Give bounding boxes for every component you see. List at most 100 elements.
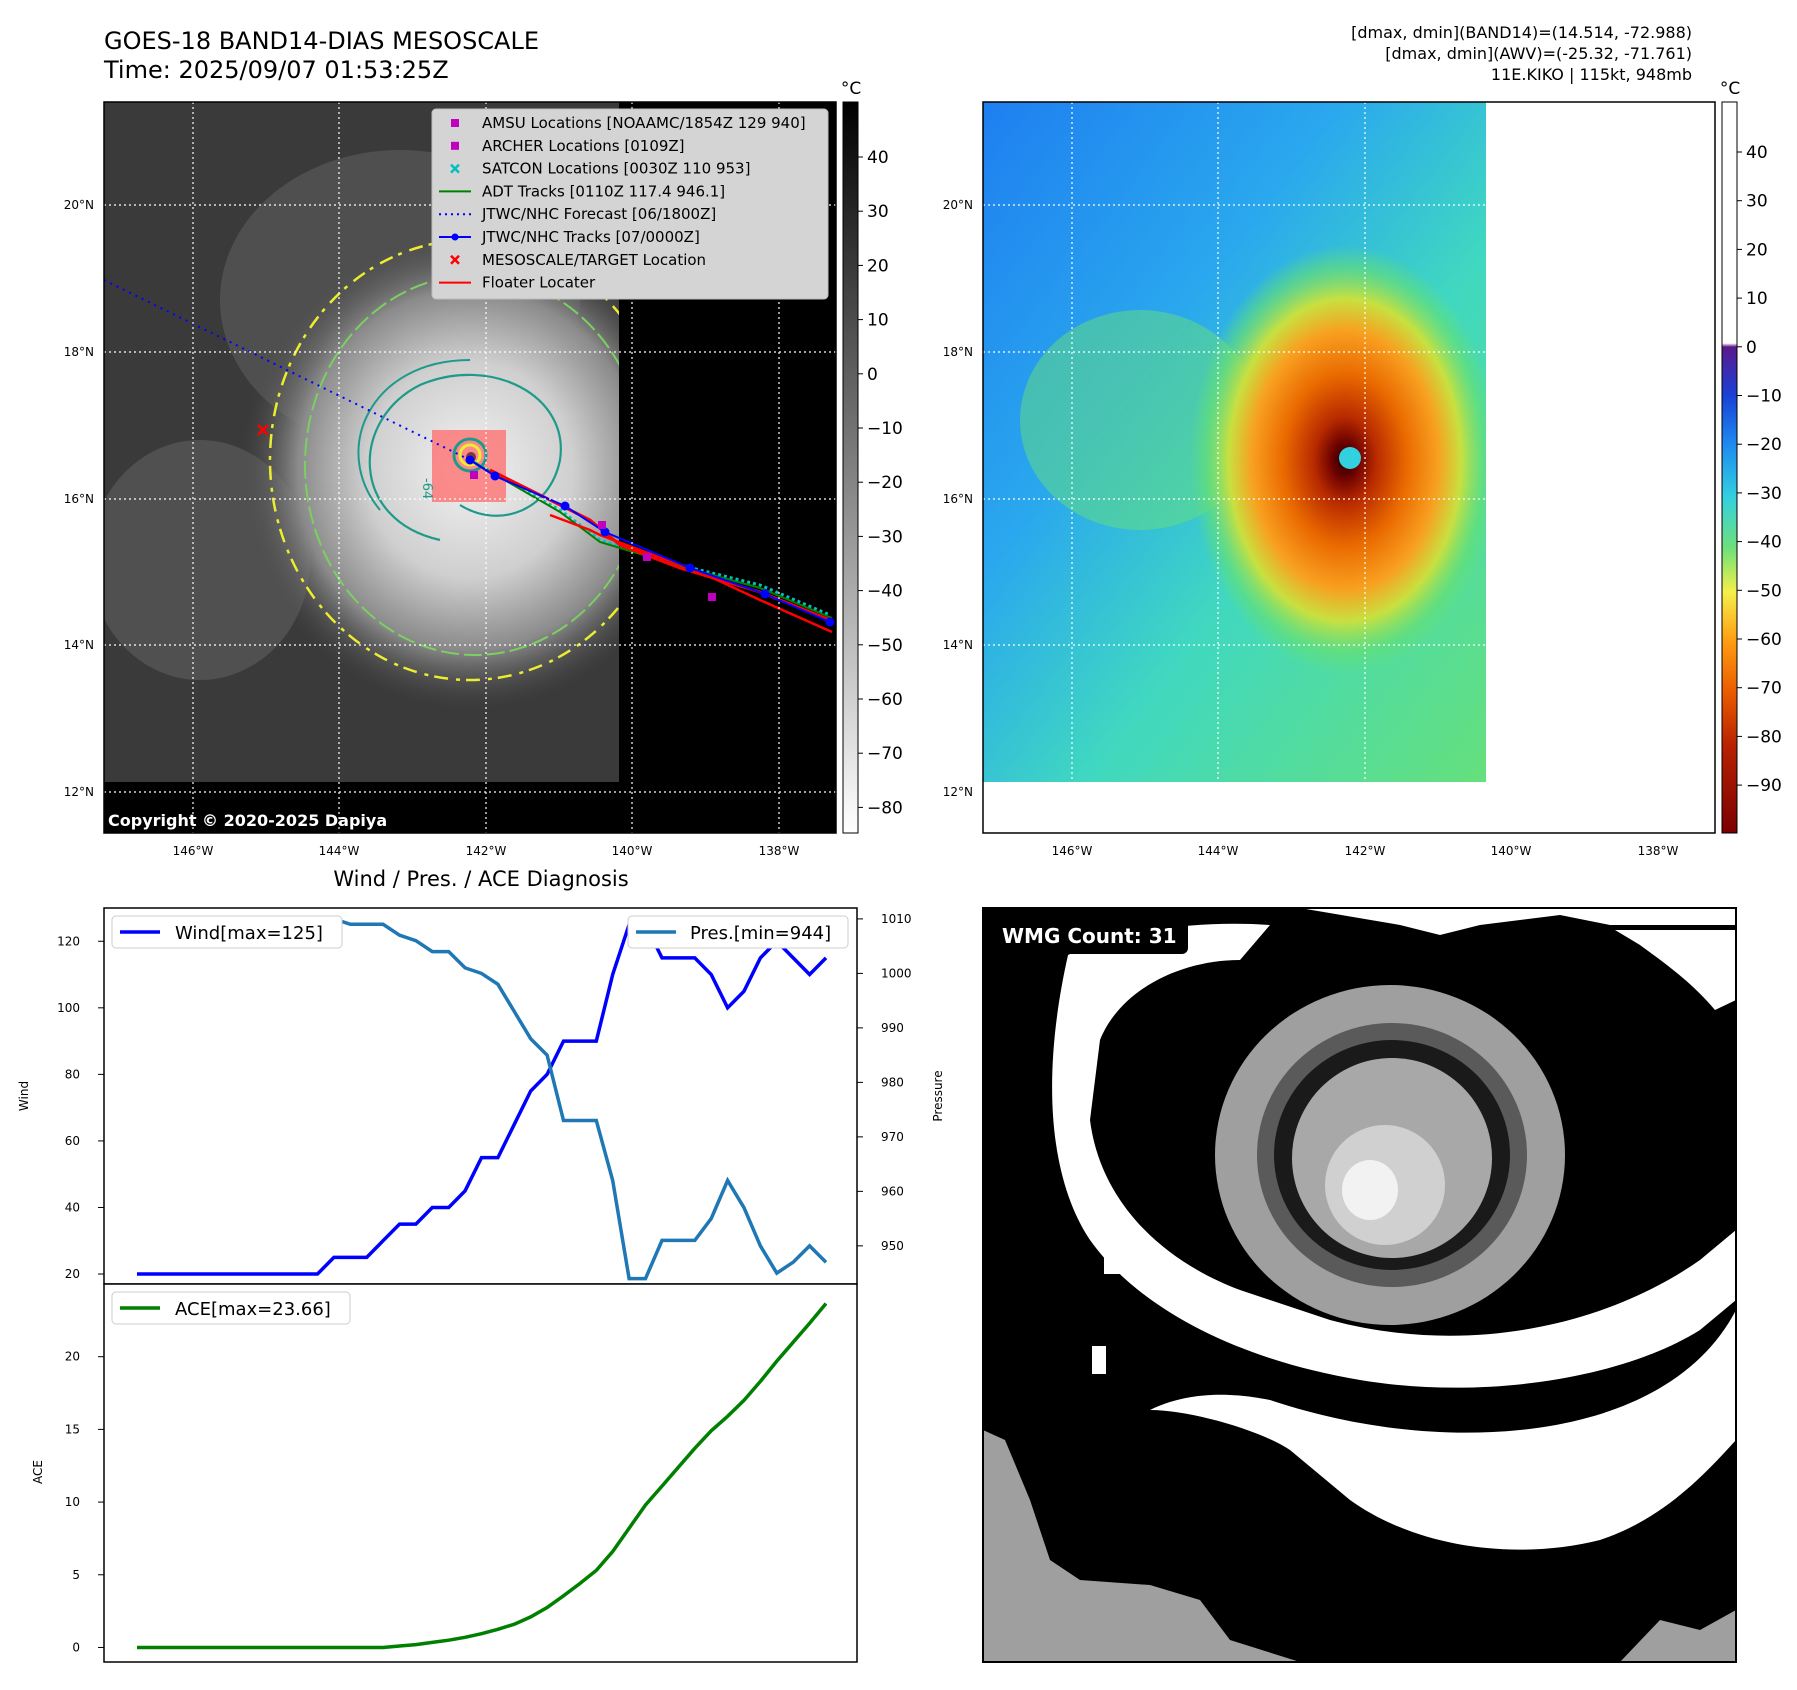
floater-track: [549, 513, 833, 634]
awv-map-panel: 20°N 18°N 16°N 14°N 12°N 146°W 144°W 142°W 140°W…: [943, 101, 1716, 858]
pressure-axis-tick-label: 970: [881, 1130, 904, 1144]
legend-marker-x-stroke: [450, 254, 460, 265]
ace-axis-label: ACE: [31, 1460, 45, 1484]
band14-colorbar: °C 40 30 20 10 0 −10 −20 −30 −40 −50 −60 −70 −80: [841, 79, 903, 834]
awv-lon-tick-label: 144°W: [1198, 844, 1239, 858]
legend-marker-dot: [451, 233, 459, 241]
ace-frame: [103, 1283, 858, 1663]
jtwc-track-points: [465, 455, 835, 627]
wind-legend-box: [111, 915, 343, 949]
awv-colorbar-bar: [1721, 101, 1738, 834]
awv-frame: [982, 101, 1716, 834]
awv-no-data-region: [1486, 102, 1715, 782]
contour-teal: [368, 373, 562, 542]
band14-colorbar-tick-label: 0: [867, 365, 878, 385]
chart-time: Time: 2025/09/07 01:53:25Z: [104, 56, 449, 84]
wmg-panel: WMG Count: 31: [982, 907, 1737, 1663]
band14-colorbar-unit: °C: [841, 79, 861, 99]
legend-marker-square: [451, 141, 459, 150]
ace-legend: ACE[max=23.66]: [111, 1291, 351, 1325]
wind-axis-tick-label: 100: [57, 1001, 80, 1015]
legend-marker-square: [451, 119, 459, 127]
pressure-axis-tick-label: 980: [881, 1075, 904, 1089]
b14-lat-tick-label: 14°N: [64, 638, 94, 652]
awv-colorbar-tick-label: −80: [1746, 727, 1782, 747]
awv-colorbar-tick-label: 0: [1746, 338, 1757, 358]
awv-colorbar-tick-label: 40: [1746, 143, 1768, 163]
awv-colorbar-tick-label: −50: [1746, 581, 1782, 601]
legend-item-label: JTWC/NHC Tracks [07/0000Z]: [481, 228, 700, 246]
b14-lat-tick-label: 20°N: [64, 198, 94, 212]
legend-item-label: MESOSCALE/TARGET Location: [482, 251, 706, 269]
awv-colorbar-tick-label: −90: [1746, 776, 1782, 796]
legend-item-label: ARCHER Locations [0109Z]: [482, 137, 685, 155]
band14-colorbar-tick-label: 30: [867, 202, 889, 222]
wind-axis-tick-label: 20: [65, 1267, 80, 1281]
awv-lon-tick-label: 140°W: [1491, 844, 1532, 858]
band14-colorbar-tick-label: 20: [867, 256, 889, 276]
band14-map-panel: -64: [64, 101, 837, 858]
awv-colorbar: °C 40 30 20 10 0 −10 −20 −30 −40 −50 −60 −70 −80 −90: [1720, 79, 1782, 834]
forecast-track: [104, 279, 471, 461]
band14-frame: [103, 101, 837, 834]
band14-colorbar-tick-label: −40: [867, 582, 903, 602]
awv-lon-tick-label: 146°W: [1052, 844, 1093, 858]
map-legend: AMSU Locations [NOAAMC/1854Z 129 940] ARC…: [431, 108, 829, 300]
band14-colorbar-tick-label: 10: [867, 311, 889, 331]
ace-axis-tick-label: 0: [72, 1640, 80, 1654]
b14-lon-tick-label: 138°W: [759, 844, 800, 858]
mesoscale-target-marker: [257, 424, 269, 436]
awv-lon-tick-label: 138°W: [1638, 844, 1679, 858]
awv-eye: [1339, 447, 1361, 469]
wmg-pixel: [1092, 1346, 1106, 1374]
pressure-legend-box: [627, 915, 849, 949]
awv-colorbar-tick-label: −70: [1746, 679, 1782, 699]
pressure-legend: Pres.[min=944]: [627, 915, 849, 949]
b14-lon-tick-label: 146°W: [173, 844, 214, 858]
awv-colorbar-tick-label: 30: [1746, 192, 1768, 212]
awv-lat-tick-label: 12°N: [943, 785, 973, 799]
b14-lon-tick-label: 144°W: [319, 844, 360, 858]
diagnosis-title: Wind / Pres. / ACE Diagnosis: [333, 867, 628, 891]
pressure-axis-tick-label: 990: [881, 1021, 904, 1035]
pressure-axis-tick-label: 1000: [881, 966, 912, 980]
ace-axis-tick-label: 5: [72, 1568, 80, 1582]
copyright-box: [104, 806, 416, 833]
ace-series-line: [137, 1302, 828, 1650]
pressure-axis-tick-label: 1010: [881, 912, 912, 926]
ace-axis-tick-label: 15: [65, 1422, 80, 1436]
wind-axis-tick-label: 80: [65, 1067, 80, 1081]
band14-colorbar-tick-label: −50: [867, 636, 903, 656]
ace-axis-tick-label: 20: [65, 1350, 80, 1364]
legend-item-label: Floater Locater: [482, 274, 596, 292]
wmg-label-box: [992, 918, 1188, 954]
legend-box: [431, 108, 829, 300]
b14-lat-tick-label: 16°N: [64, 492, 94, 506]
wind-pressure-chart: 20 40 60 80 100 120 950 960 970 980 990 1000 1010 Wi…: [17, 907, 945, 1285]
pressure-axis-tick-label: 960: [881, 1184, 904, 1198]
legend-marker-x-stroke: [450, 163, 460, 174]
awv-colorbar-tick-label: −20: [1746, 435, 1782, 455]
wind-legend: Wind[max=125]: [111, 915, 343, 949]
wmg-white-band-top: [1300, 908, 1736, 935]
ace-axis-tick-label: 10: [65, 1495, 80, 1509]
b14-lat-tick-label: 12°N: [64, 785, 94, 799]
ace-legend-box: [111, 1291, 351, 1325]
info-storm: 11E.KIKO | 115kt, 948mb: [1490, 65, 1692, 84]
amsu-archer-markers: [470, 471, 716, 601]
band14-colorbar-tick-label: −30: [867, 527, 903, 547]
awv-lon-tick-label: 142°W: [1345, 844, 1386, 858]
wmg-white-band: [1052, 923, 1736, 1388]
awv-colorbar-unit: °C: [1720, 79, 1740, 99]
legend-item-label: SATCON Locations [0030Z 110 953]: [482, 160, 750, 178]
wmg-frame: [982, 907, 1737, 1663]
wmg-lower-gray: [983, 1430, 1300, 1662]
awv-lat-tick-label: 16°N: [943, 492, 973, 506]
wind-legend-label: Wind[max=125]: [175, 923, 323, 944]
wind-axis-tick-label: 120: [57, 934, 80, 948]
wmg-pixel: [1104, 1246, 1130, 1274]
awv-colorbar-tick-label: −30: [1746, 484, 1782, 504]
band14-colorbar-tick-label: 40: [867, 148, 889, 168]
awv-lat-tick-label: 14°N: [943, 638, 973, 652]
